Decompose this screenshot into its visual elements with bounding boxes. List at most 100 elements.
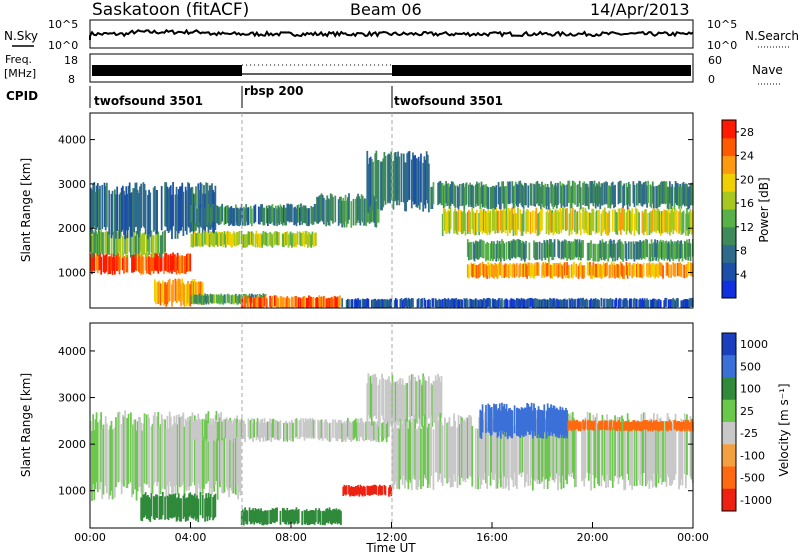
velocity-band-5-cell [645,425,647,487]
power-band-10-cell [546,207,549,230]
power-band-12-cell [661,242,663,260]
power-band-5-cell [318,295,321,307]
power-band-14-cell [669,299,671,308]
velocity-band-4-cell [436,380,438,423]
power-band-13-cell [536,262,539,276]
power-band-11-cell [603,182,606,205]
velocity-band-0-cell [193,415,196,486]
time-xtick-label: 00:00 [677,531,709,544]
velocity-band-8-cell [348,485,350,495]
power-band-4-cell [197,295,200,305]
power-band-10-cell [478,213,481,236]
power-band-9-cell [396,156,398,206]
power-band-6-cell [192,233,195,247]
velocity-band-2-cell [286,507,289,522]
velocity-band-3-cell [190,422,193,441]
power-band-11-cell [674,181,677,204]
velocity-band-0-cell [102,424,105,495]
velocity-band-2-cell [303,510,306,525]
velocity-band-2-cell [296,510,299,525]
velocity-band-7-cell [680,422,683,432]
power-band-2-cell [174,194,177,239]
power-band-14-cell [674,300,677,308]
velocity-band-3-cell [207,423,210,442]
power-band-13-cell [618,265,621,279]
power-band-10-cell [541,208,543,231]
velocity-band-8-cell [351,486,354,497]
time-xtick-label: 04:00 [175,531,207,544]
power-band-14-cell [489,299,492,308]
power-band-14-cell [551,299,554,308]
power-band-0-cell [91,256,93,275]
power-band-11-cell [625,182,628,206]
date-title: 14/Apr/2013 [590,0,690,19]
power-band-13-cell [677,262,679,277]
velocity-band-3-cell [248,420,251,440]
power-band-4-cell [209,293,212,303]
velocity-band-5-cell [671,423,674,485]
power-band-12-cell [611,243,614,262]
power-band-6-cell [216,233,219,247]
power-band-3-cell [157,281,160,304]
velocity-band-3-cell [312,420,315,439]
velocity-band-4-cell [388,376,390,419]
power-band-14-cell [438,298,441,308]
power-band-14-cell [683,299,686,308]
power-band-10-cell [494,211,497,234]
power-band-7-cell [293,207,296,226]
velocity-band-7-cell [605,420,607,430]
velocity-band-5-cell [534,420,537,482]
power-band-12-cell [533,240,535,259]
power-band-14-cell [687,300,690,308]
velocity-band-3-cell [320,419,323,438]
velocity-band-2-cell [331,510,333,525]
velocity-band-3-cell [276,420,278,440]
power-band-14-cell [516,298,518,307]
power-band-2-cell [101,184,104,230]
velocity-band-5-cell [503,416,506,477]
power-band-13-cell [509,263,511,277]
power-band-6-cell [240,230,243,245]
power-band-10-cell [615,212,618,235]
power-band-13-cell [662,265,664,279]
power-band-10-cell [649,211,652,234]
velocity-band-0-cell [100,412,103,483]
power-band-11-cell [637,183,639,206]
power-band-14-cell [442,298,445,308]
velocity-band-0-cell [168,411,171,482]
velocity-band-0-cell [146,414,148,485]
power-band-8-cell [358,196,361,223]
time-xtick-label: 00:00 [74,531,106,544]
power-band-12-cell [688,239,691,257]
velocity-band-5-cell [464,421,467,483]
velocity-band-3-cell [249,419,252,439]
velocity-band-5-cell [481,417,484,479]
velocity-band-5-cell [667,416,670,478]
power-band-12-cell [654,239,656,257]
velocity-band-5-cell [617,423,620,485]
velocity-band-0-cell [142,423,145,494]
velocity-band-2-cell [307,511,309,526]
power-band-10-cell [659,213,662,236]
power-band-0-cell [159,254,162,272]
power-colorbar-swatch [722,280,736,299]
power-band-13-cell [641,264,644,279]
velocity-band-8-cell [349,487,351,497]
power-band-10-cell [551,210,554,233]
velocity-band-6-cell [498,403,501,432]
power-band-11-cell [645,181,647,204]
power-band-10-cell [445,211,447,234]
power-band-10-cell [506,213,509,236]
power-band-7-cell [286,203,289,222]
velocity-band-4-cell [377,384,380,427]
cpid-label: CPID [6,89,38,103]
power-band-10-cell [448,211,451,234]
power-band-10-cell [550,210,552,233]
velocity-band-5-cell [654,425,656,486]
velocity-band-5-cell [520,416,523,478]
power-colorbar-tick: 20 [740,173,754,186]
power-band-6-cell [252,233,254,247]
power-band-13-cell [686,264,688,278]
velocity-band-3-cell [264,422,267,442]
power-band-5-cell [312,296,315,308]
